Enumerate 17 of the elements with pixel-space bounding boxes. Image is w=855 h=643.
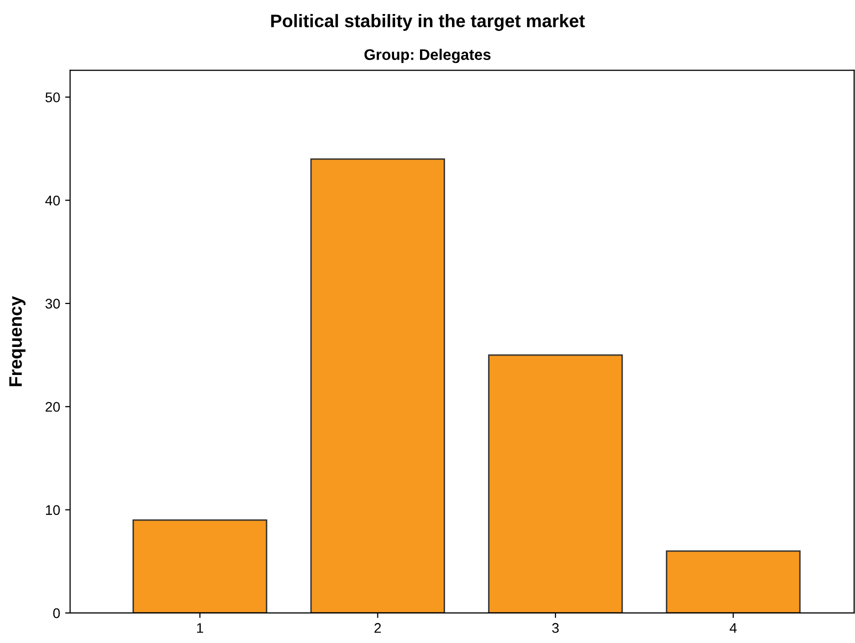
y-axis-title: Frequency: [9, 296, 26, 386]
y-tick-label: 0: [53, 608, 60, 618]
bar: [310, 158, 446, 613]
y-tick-label: 40: [45, 196, 60, 206]
y-tick-label: 50: [45, 92, 60, 102]
x-tick-label: 1: [197, 623, 204, 633]
chart-title: Political stability in the target market: [271, 14, 585, 31]
y-tick-label: 10: [46, 505, 60, 515]
y-tick-label: 30: [45, 298, 60, 309]
y-tick-label: 20: [46, 402, 60, 412]
x-tick-label: 4: [730, 623, 737, 633]
bar: [488, 354, 623, 613]
bar: [132, 519, 268, 613]
x-tick-label: 2: [374, 623, 381, 633]
bar: [666, 550, 801, 613]
chart-subtitle: Group: Delegates: [364, 48, 491, 64]
x-tick-label: 3: [552, 623, 559, 633]
